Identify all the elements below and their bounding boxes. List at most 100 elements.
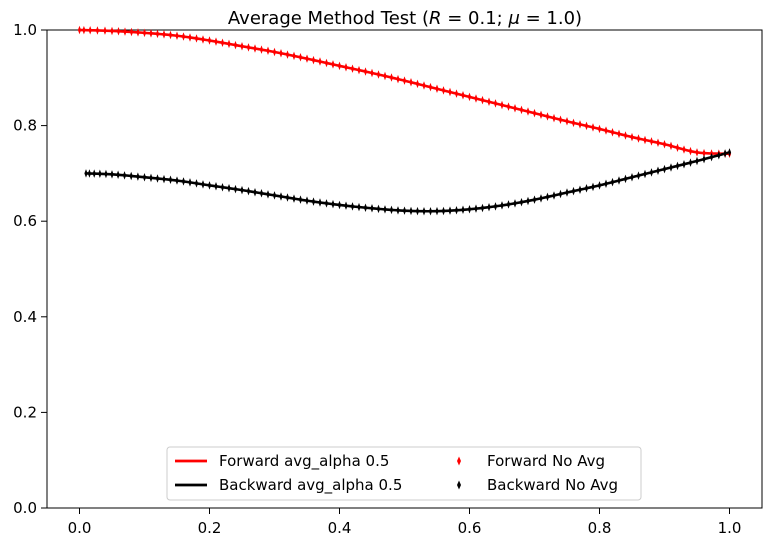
- series-marker-0: [552, 113, 556, 123]
- series-marker-0: [584, 121, 589, 131]
- series-marker-0: [129, 27, 134, 37]
- series-marker-1: [266, 190, 270, 199]
- series-marker-1: [643, 169, 647, 179]
- plot-frame: [46, 29, 763, 509]
- series-marker-0: [88, 26, 92, 35]
- legend-label: Forward No Avg: [487, 452, 605, 470]
- series-marker-1: [441, 206, 446, 216]
- series-marker-1: [285, 193, 290, 202]
- series-marker-0: [337, 61, 342, 71]
- series-marker-0: [311, 55, 316, 65]
- series-marker-1: [233, 184, 238, 194]
- series-marker-0: [487, 97, 491, 107]
- series-marker-1: [188, 178, 192, 187]
- plot-border: [46, 29, 763, 509]
- series-marker-1: [298, 195, 303, 204]
- title-r-value: = 0.1;: [442, 8, 509, 29]
- series-marker-0: [253, 44, 257, 53]
- series-marker-0: [448, 87, 452, 97]
- series-marker-1: [565, 188, 569, 197]
- series-marker-0: [428, 82, 433, 92]
- series-marker-1: [636, 171, 641, 180]
- series-marker-1: [344, 201, 348, 210]
- series-marker-1: [318, 198, 322, 207]
- series-marker-1: [207, 181, 212, 190]
- series-marker-0: [350, 64, 355, 73]
- series-marker-0: [298, 53, 303, 62]
- series-marker-1: [727, 148, 732, 157]
- series-marker-0: [285, 50, 290, 59]
- series-marker-0: [519, 105, 524, 115]
- series-marker-0: [500, 100, 504, 110]
- series-marker-0: [474, 94, 478, 103]
- series-marker-0: [266, 46, 270, 56]
- series-marker-1: [409, 206, 413, 216]
- series-marker-0: [545, 112, 550, 121]
- series-marker-1: [578, 185, 582, 194]
- series-marker-1: [454, 206, 459, 215]
- series-marker-0: [591, 123, 595, 132]
- series-marker-1: [324, 199, 329, 208]
- series-marker-1: [279, 192, 283, 201]
- series-marker-0: [396, 74, 400, 84]
- series-marker-1: [545, 192, 550, 202]
- series-marker-0: [363, 67, 368, 76]
- series-marker-1: [92, 169, 96, 178]
- series-marker-0: [441, 86, 446, 95]
- series-marker-1: [709, 152, 714, 162]
- series-marker-1: [227, 183, 231, 193]
- series-marker-1: [175, 176, 179, 185]
- y-tick-label: 0.4: [13, 308, 37, 326]
- series-marker-1: [662, 164, 667, 174]
- series-layer: [77, 25, 732, 216]
- series-marker-0: [480, 95, 485, 105]
- series-marker-1: [220, 182, 225, 192]
- series-marker-1: [142, 172, 147, 182]
- series-marker-1: [428, 207, 433, 216]
- series-marker-1: [337, 200, 342, 210]
- series-marker-1: [435, 206, 439, 216]
- series-marker-1: [149, 173, 153, 183]
- series-marker-0: [292, 51, 296, 61]
- series-marker-0: [604, 126, 608, 135]
- series-marker-0: [370, 68, 374, 78]
- series-marker-0: [123, 27, 127, 36]
- series-marker-1: [214, 182, 218, 191]
- series-marker-1: [597, 181, 602, 190]
- series-marker-0: [201, 35, 205, 44]
- series-marker-1: [110, 170, 114, 179]
- series-marker-1: [630, 172, 634, 182]
- series-marker-1: [669, 163, 673, 172]
- series-marker-1: [532, 195, 537, 204]
- series-marker-1: [526, 196, 530, 206]
- series-marker-0: [181, 32, 186, 41]
- series-marker-0: [539, 110, 543, 120]
- series-marker-0: [162, 30, 166, 39]
- series-marker-1: [311, 197, 316, 206]
- title-mu-symbol: μ: [507, 8, 519, 29]
- series-marker-0: [272, 47, 277, 57]
- series-marker-0: [383, 71, 387, 81]
- series-marker-0: [675, 143, 680, 152]
- series-marker-1: [292, 194, 296, 203]
- series-marker-0: [565, 117, 569, 126]
- series-marker-0: [688, 146, 693, 156]
- series-marker-0: [695, 148, 699, 157]
- series-marker-0: [207, 36, 212, 45]
- series-marker-1: [487, 202, 491, 212]
- legend-label: Backward avg_alpha 0.5: [219, 476, 402, 495]
- series-marker-1: [702, 154, 706, 164]
- series-marker-1: [168, 175, 173, 185]
- series-marker-1: [623, 174, 628, 184]
- x-tick-label: 0.4: [328, 519, 352, 537]
- series-marker-1: [493, 202, 498, 211]
- series-marker-0: [259, 45, 264, 54]
- series-marker-1: [552, 191, 556, 200]
- series-marker-0: [136, 28, 140, 37]
- series-marker-0: [649, 137, 654, 146]
- x-tick-label: 0.8: [588, 519, 612, 537]
- series-marker-1: [272, 191, 277, 200]
- series-marker-1: [402, 206, 407, 215]
- series-marker-1: [448, 206, 452, 215]
